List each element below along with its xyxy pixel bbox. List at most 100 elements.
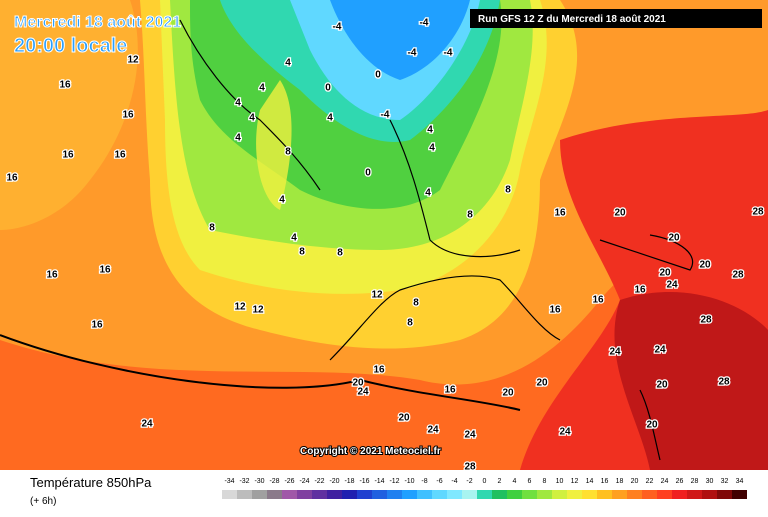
contour-label: -4 <box>333 22 342 33</box>
legend-swatch <box>267 490 282 499</box>
contour-label: 28 <box>718 377 730 388</box>
legend-swatch <box>537 490 552 499</box>
contour-label: 4 <box>285 58 291 69</box>
contour-label: 20 <box>656 380 668 391</box>
contour-label: 28 <box>732 270 744 281</box>
legend-label: 26 <box>676 478 684 485</box>
contour-label: 16 <box>373 365 385 376</box>
legend-label: -32 <box>239 478 249 485</box>
contour-label: 4 <box>279 195 285 206</box>
legend-label: -10 <box>404 478 414 485</box>
contour-label: 4 <box>327 113 333 124</box>
legend-swatch <box>402 490 417 499</box>
legend-swatch <box>657 490 672 499</box>
contour-label: 8 <box>337 248 343 259</box>
legend-label: -20 <box>329 478 339 485</box>
legend-swatch <box>597 490 612 499</box>
legend-swatch <box>387 490 402 499</box>
legend-swatch <box>417 490 432 499</box>
contour-label: 16 <box>549 305 561 316</box>
legend-step: (+ 6h) <box>30 496 56 507</box>
legend-swatch <box>432 490 447 499</box>
legend-label: 12 <box>571 478 579 485</box>
legend-swatch <box>237 490 252 499</box>
legend-label: -12 <box>389 478 399 485</box>
legend-label: -30 <box>254 478 264 485</box>
run-box <box>470 9 762 28</box>
legend-swatch <box>567 490 582 499</box>
legend-swatch <box>507 490 522 499</box>
contour-label: 16 <box>114 150 126 161</box>
time: 20:00 locale <box>14 35 127 57</box>
legend-swatch <box>222 490 237 499</box>
run-info: Run GFS 12 Z du Mercredi 18 août 2021 <box>478 14 666 25</box>
legend-label: -8 <box>421 478 427 485</box>
contour-label: 8 <box>407 318 413 329</box>
legend-swatch <box>627 490 642 499</box>
contour-label: 4 <box>291 233 297 244</box>
contour-label: -4 <box>408 48 417 59</box>
legend-label: 4 <box>513 478 517 485</box>
legend-label: 0 <box>483 478 487 485</box>
contour-label: 20 <box>398 413 410 424</box>
contour-label: 24 <box>427 425 439 436</box>
contour-label: 28 <box>752 207 764 218</box>
legend-swatch <box>327 490 342 499</box>
legend-label: -2 <box>466 478 472 485</box>
legend-label: 20 <box>631 478 639 485</box>
legend-swatch <box>522 490 537 499</box>
contour-label: 8 <box>209 223 215 234</box>
contour-label: 4 <box>425 188 431 199</box>
contour-label: 24 <box>141 419 153 430</box>
legend-swatch <box>612 490 627 499</box>
legend-swatch <box>252 490 267 499</box>
legend-label: 34 <box>736 478 744 485</box>
legend-label: -6 <box>436 478 442 485</box>
contour-label: 4 <box>259 83 265 94</box>
contour-label: 20 <box>668 233 680 244</box>
contour-label: -4 <box>420 18 429 29</box>
contour-label: 16 <box>62 150 74 161</box>
legend-swatch <box>372 490 387 499</box>
contour-label: 4 <box>427 125 433 136</box>
contour-label: 20 <box>536 378 548 389</box>
contour-label: -4 <box>444 48 453 59</box>
contour-label: 16 <box>59 80 71 91</box>
legend-label: 30 <box>706 478 714 485</box>
legend-swatch <box>447 490 462 499</box>
contour-label: 16 <box>444 385 456 396</box>
contour-label: 24 <box>357 387 369 398</box>
legend-swatch <box>642 490 657 499</box>
legend-label: -18 <box>344 478 354 485</box>
legend-swatch <box>732 490 747 499</box>
contour-label: 4 <box>249 113 255 124</box>
contour-label: 8 <box>505 185 511 196</box>
map-background <box>0 0 768 470</box>
legend-label: 18 <box>616 478 624 485</box>
legend-swatch <box>312 490 327 499</box>
contour-label: 20 <box>352 378 364 389</box>
legend-label: -22 <box>314 478 324 485</box>
copyright: Copyright © 2021 Meteociel.fr <box>300 446 441 457</box>
coastlines <box>0 19 694 461</box>
legend-swatch <box>672 490 687 499</box>
contour-label: 24 <box>666 280 678 291</box>
legend-swatch <box>717 490 732 499</box>
legend-label: -16 <box>359 478 369 485</box>
contour-label: 4 <box>235 133 241 144</box>
contour-label: 16 <box>6 173 18 184</box>
legend-swatch <box>687 490 702 499</box>
legend-label: 28 <box>691 478 699 485</box>
contour-label: 0 <box>365 168 371 179</box>
contour-label: 24 <box>464 430 476 441</box>
legend-label: 10 <box>556 478 564 485</box>
contour-label: 16 <box>592 295 604 306</box>
legend-swatch <box>282 490 297 499</box>
legend-swatch <box>462 490 477 499</box>
legend-label: -28 <box>269 478 279 485</box>
contour-label: 0 <box>375 70 381 81</box>
legend-label: -4 <box>451 478 457 485</box>
legend-swatch <box>297 490 312 499</box>
contour-label: 12 <box>234 302 246 313</box>
legend-swatch <box>342 490 357 499</box>
